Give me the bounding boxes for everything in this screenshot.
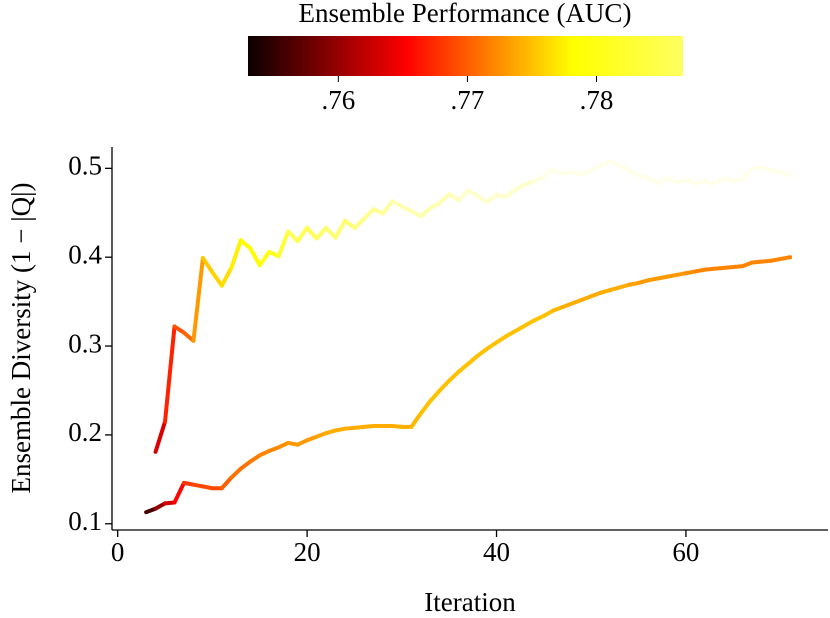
line-segment [229, 466, 243, 480]
y-tick-label: 0.5 [68, 151, 102, 181]
x-tick-label: 40 [483, 537, 510, 567]
line-segment [418, 399, 433, 416]
y-tick-label: 0.4 [68, 239, 102, 269]
line-segment [276, 229, 291, 259]
line-segment [324, 225, 338, 240]
line-segment [238, 238, 253, 251]
line-segment [428, 388, 442, 404]
x-tick-label: 0 [111, 537, 125, 567]
colorbar-tick-label: .76 [321, 85, 355, 115]
colorbar-title: Ensemble Performance (AUC) [299, 0, 632, 28]
y-tick-label: 0.3 [68, 328, 102, 358]
y-axis-label: Ensemble Diversity (1 − |Q|) [6, 183, 36, 494]
line-segment [210, 270, 224, 288]
line-segment [229, 238, 243, 270]
colorbar-tick-label: .77 [451, 85, 485, 115]
line-segment [172, 480, 186, 505]
line-segment [257, 249, 272, 268]
line-segment [437, 192, 452, 205]
line-segment [456, 361, 471, 374]
y-tick-label: 0.2 [68, 417, 102, 447]
line-segment [778, 169, 793, 178]
line-segment [295, 225, 310, 244]
line-segment [380, 199, 395, 216]
line-segment [456, 188, 471, 203]
line-segment [409, 411, 423, 429]
line-segment [778, 255, 793, 261]
y-tick-label: 0.1 [68, 506, 102, 536]
line-segment [418, 206, 433, 219]
line-segment [286, 229, 300, 244]
line-segment [219, 265, 234, 288]
line-segment [153, 419, 168, 454]
x-axis-label: Iteration [424, 587, 516, 617]
line-segment [352, 216, 366, 230]
line-segment [361, 207, 376, 221]
x-tick-label: 60 [672, 537, 699, 567]
line-segment [740, 167, 755, 181]
line-segment [447, 369, 461, 383]
line-segment [191, 256, 205, 343]
line-segment [248, 246, 262, 268]
colorbar-tick-label: .78 [580, 85, 614, 115]
line-segment [305, 225, 319, 241]
colorbar [248, 36, 683, 76]
line-segment [200, 256, 215, 275]
line-segment [219, 475, 234, 491]
line-segment [163, 324, 177, 424]
x-tick-label: 20 [294, 537, 321, 567]
line-segment [314, 225, 329, 241]
line-segment [466, 353, 480, 366]
line-segment [437, 378, 452, 393]
line-segment [333, 218, 347, 240]
